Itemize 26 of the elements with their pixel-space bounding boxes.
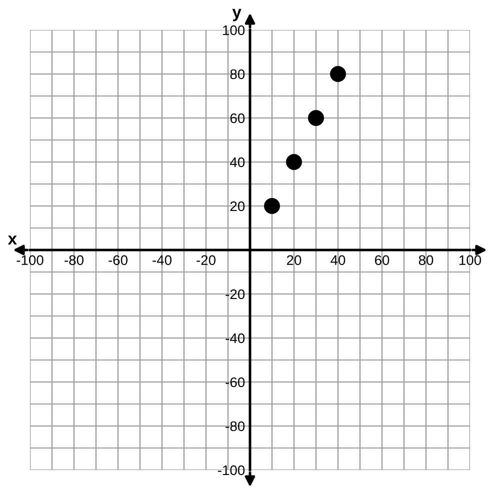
x-tick-label: 100: [459, 255, 482, 266]
x-tick-label: -100: [16, 255, 44, 266]
y-tick-label: 20: [230, 201, 245, 212]
point: [264, 198, 280, 214]
y-tick-label: -60: [226, 377, 245, 388]
y-axis-title: y: [232, 8, 242, 22]
y-tick-label: 40: [230, 157, 245, 168]
y-tick-label: -80: [226, 421, 245, 432]
point: [330, 66, 346, 82]
x-tick-label: -60: [108, 255, 128, 266]
y-tick-label: -20: [226, 289, 245, 300]
y-tick-label: 80: [230, 69, 245, 80]
x-tick-label: 80: [418, 255, 434, 266]
point: [308, 110, 324, 126]
point: [286, 154, 302, 170]
x-tick-label: 40: [330, 255, 346, 266]
x-tick-label: 60: [374, 255, 390, 266]
y-tick-label: 100: [223, 25, 245, 36]
x-tick-label: -20: [196, 255, 216, 266]
y-tick-label: -100: [218, 465, 245, 476]
x-tick-label: 20: [286, 255, 302, 266]
y-tick-label: 60: [230, 113, 245, 124]
x-tick-label: -80: [64, 255, 84, 266]
x-tick-label: -40: [152, 255, 172, 266]
y-tick-label: -40: [226, 333, 245, 344]
x-axis-title: x: [8, 236, 17, 244]
